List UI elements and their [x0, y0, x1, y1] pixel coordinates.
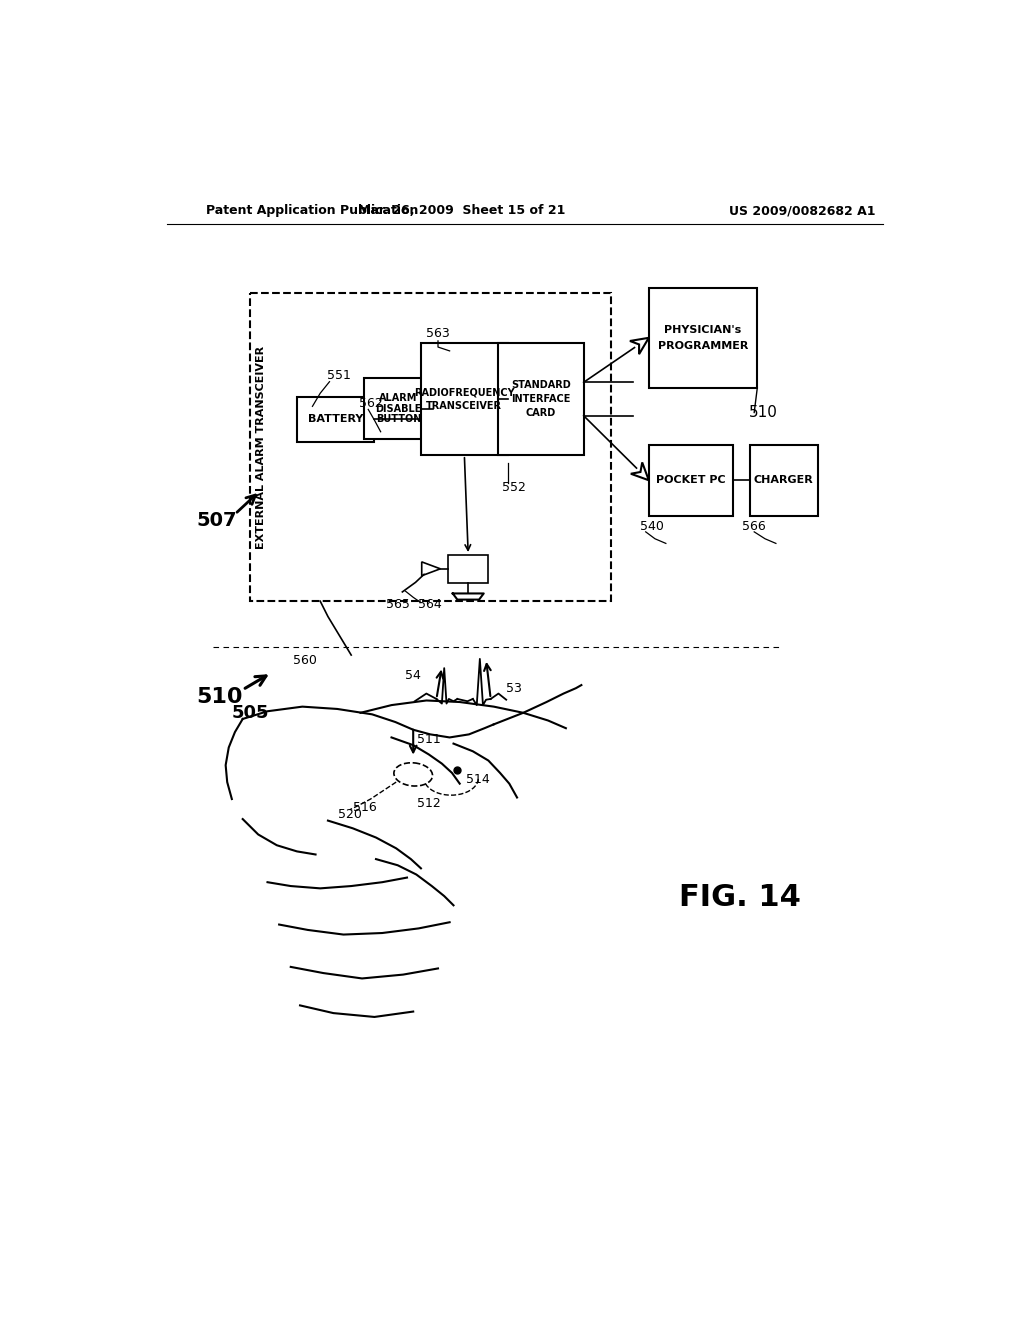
Text: 510: 510 [750, 405, 778, 420]
Text: Mar. 26, 2009  Sheet 15 of 21: Mar. 26, 2009 Sheet 15 of 21 [357, 205, 565, 218]
Text: 565: 565 [386, 598, 410, 611]
Bar [365, 378, 432, 440]
Text: 516: 516 [353, 801, 377, 814]
Text: CARD: CARD [526, 408, 556, 418]
Bar [499, 343, 584, 455]
Bar [649, 445, 732, 516]
Text: Patent Application Publication: Patent Application Publication [206, 205, 418, 218]
Bar [421, 343, 508, 455]
Bar [297, 397, 375, 442]
Bar [449, 554, 488, 582]
Text: 514: 514 [466, 772, 490, 785]
Text: 53: 53 [506, 681, 522, 694]
Text: TRANSCEIVER: TRANSCEIVER [426, 401, 503, 411]
Text: PROGRAMMER: PROGRAMMER [657, 341, 749, 351]
Text: 510: 510 [197, 688, 243, 708]
Text: FIG. 14: FIG. 14 [679, 883, 801, 912]
Text: 562: 562 [358, 397, 382, 409]
Text: 511: 511 [417, 733, 440, 746]
Bar [251, 293, 611, 601]
Text: BUTTON: BUTTON [376, 414, 421, 425]
Text: CHARGER: CHARGER [754, 475, 813, 486]
Text: 520: 520 [338, 808, 361, 821]
Text: ALARM: ALARM [379, 393, 418, 403]
Text: 552: 552 [502, 482, 526, 495]
Text: 563: 563 [426, 327, 450, 341]
Bar [649, 288, 758, 388]
Text: INTERFACE: INTERFACE [511, 395, 570, 404]
Text: BATTERY: BATTERY [308, 414, 364, 425]
Text: EXTERNAL ALARM TRANSCEIVER: EXTERNAL ALARM TRANSCEIVER [256, 346, 266, 549]
Text: 551: 551 [327, 370, 351, 381]
Text: 507: 507 [197, 511, 238, 529]
Text: 505: 505 [231, 704, 269, 722]
Text: 512: 512 [417, 797, 440, 810]
Text: 560: 560 [293, 653, 316, 667]
Text: STANDARD: STANDARD [511, 380, 571, 391]
Text: PHYSICIAN's: PHYSICIAN's [665, 325, 741, 335]
Text: 54: 54 [406, 669, 421, 682]
Text: US 2009/0082682 A1: US 2009/0082682 A1 [729, 205, 876, 218]
Text: DISABLE: DISABLE [375, 404, 422, 413]
Text: 540: 540 [640, 520, 664, 533]
Text: 566: 566 [742, 520, 766, 533]
Bar [750, 445, 818, 516]
Text: POCKET PC: POCKET PC [655, 475, 725, 486]
Text: 564: 564 [419, 598, 442, 611]
Text: RADIOFREQUENCY: RADIOFREQUENCY [414, 387, 515, 397]
